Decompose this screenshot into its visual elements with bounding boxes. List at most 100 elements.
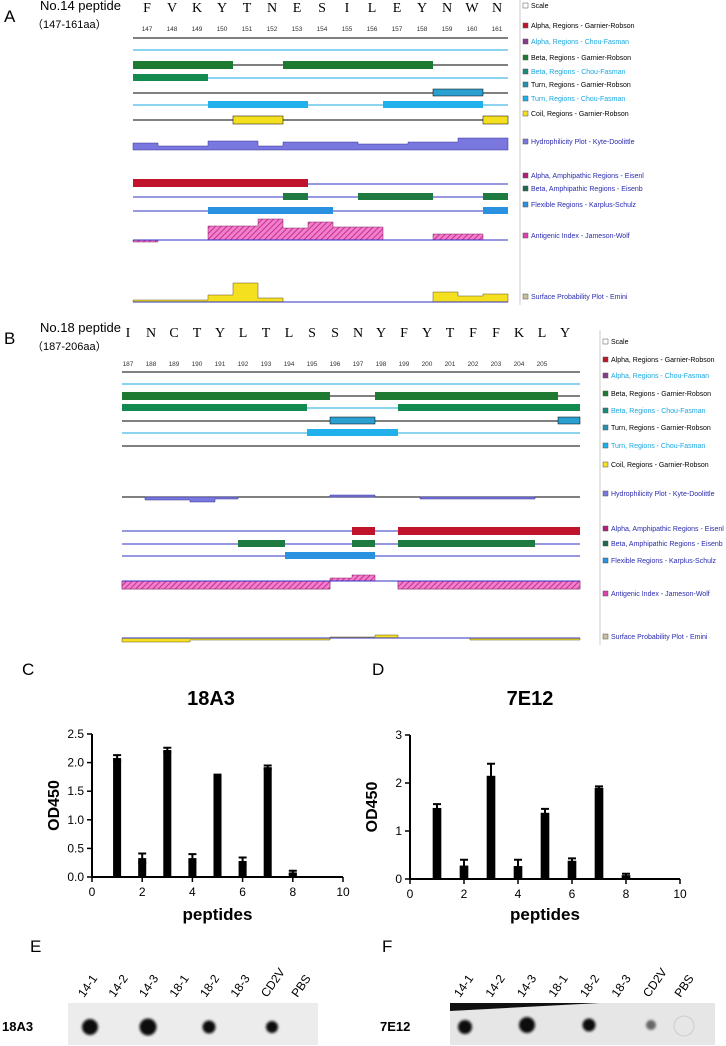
panel-b-tracks-shape — [122, 392, 330, 400]
legend-label: Beta, Regions - Garnier-Robson — [531, 55, 631, 62]
panel-a-tracks-shape — [207, 218, 384, 241]
position: 152 — [267, 26, 278, 33]
peptide-title: No.14 peptide — [40, 0, 121, 13]
position: 195 — [307, 361, 318, 368]
panel-label: B — [4, 329, 15, 348]
panel-b-tracks — [121, 330, 601, 645]
position: 159 — [442, 26, 453, 33]
panel-b-tracks-shape — [307, 429, 398, 436]
position: 191 — [215, 361, 226, 368]
x-tick-label: 4 — [515, 887, 522, 901]
residue: N — [146, 326, 156, 341]
legend-label: Turn, Regions - Garnier-Robson — [531, 82, 631, 89]
lane-label: PBS — [671, 972, 696, 1000]
residue: K — [514, 326, 524, 341]
y-tick-label: 1.5 — [67, 784, 84, 798]
residue: E — [293, 1, 302, 16]
y-tick-label: 0 — [395, 872, 402, 886]
panel-a-tracks — [132, 0, 521, 305]
residue: F — [143, 1, 151, 16]
residue: T — [193, 326, 202, 341]
x-tick-label: 2 — [139, 885, 146, 899]
legend-swatch — [522, 81, 529, 88]
panel-label: E — [30, 937, 41, 956]
bar — [138, 858, 147, 877]
position: 151 — [242, 26, 253, 33]
residue: L — [538, 326, 547, 341]
legend-label: Surface Probability Plot - Emini — [611, 634, 708, 641]
bar — [567, 860, 577, 879]
x-tick-label: 6 — [569, 887, 576, 901]
legend-label: Antigenic Index - Jameson-Wolf — [531, 233, 630, 240]
residue: F — [492, 326, 500, 341]
y-tick-label: 1.0 — [67, 813, 84, 827]
residue: T — [243, 1, 252, 16]
legend-swatch — [522, 138, 529, 145]
position: 193 — [261, 361, 272, 368]
residue: L — [285, 326, 294, 341]
position: 157 — [392, 26, 403, 33]
error-bar — [113, 754, 122, 762]
position: 200 — [422, 361, 433, 368]
residue: Y — [560, 326, 570, 341]
chart-title: 7E12 — [507, 688, 554, 710]
error-bar — [188, 853, 197, 864]
x-tick-label: 8 — [623, 887, 630, 901]
bar — [486, 775, 496, 879]
legend-label: Beta, Regions - Chou-Fasman — [611, 408, 706, 415]
position: 150 — [217, 26, 228, 33]
legend-swatch — [602, 461, 609, 468]
panel-a-tracks-shape — [432, 88, 484, 97]
position: 190 — [192, 361, 203, 368]
residue: L — [368, 1, 377, 16]
legend-swatch — [522, 201, 529, 208]
lane-label: 14-2 — [482, 972, 507, 1000]
position: 187 — [123, 361, 134, 368]
lane-label: 14-2 — [105, 972, 130, 1000]
error-bar — [288, 869, 297, 876]
legend-label: Turn, Regions - Chou-Fasman — [611, 443, 705, 450]
legend-swatch — [602, 590, 609, 597]
axes — [91, 734, 343, 878]
bar — [163, 750, 172, 877]
legend-label: Coil, Regions - Garnier-Robson — [531, 111, 629, 118]
residue: S — [318, 1, 326, 16]
residue: L — [239, 326, 248, 341]
legend-label: Alpha, Regions - Chou-Fasman — [611, 373, 709, 380]
position: 199 — [399, 361, 410, 368]
legend-swatch — [602, 338, 609, 345]
panel-b-tracks-shape — [352, 540, 375, 547]
legend-swatch — [602, 490, 609, 497]
legend-swatch — [522, 95, 529, 102]
residue: F — [469, 326, 477, 341]
panel-a-tracks-shape — [283, 61, 433, 69]
axes — [409, 735, 680, 880]
residue: E — [393, 1, 402, 16]
legend-swatch — [522, 110, 529, 117]
legend-swatch — [522, 293, 529, 300]
error-bar — [595, 785, 603, 791]
lane-label: 18-1 — [545, 972, 570, 1000]
legend-swatch — [522, 172, 529, 179]
position: 148 — [167, 26, 178, 33]
legend-swatch — [602, 372, 609, 379]
lane-label: 14-3 — [136, 972, 161, 1000]
panel-b-tracks-shape — [121, 580, 331, 590]
panel-b-tracks-shape — [144, 496, 239, 503]
legend-swatch — [602, 356, 609, 363]
panel-a-tracks-shape — [232, 115, 284, 125]
legend-swatch — [602, 633, 609, 640]
residue: I — [126, 326, 131, 341]
panel-b-tracks-shape — [329, 494, 376, 498]
panel-b-tracks-shape — [397, 580, 581, 590]
y-axis-label: OD450 — [364, 782, 381, 833]
residue: K — [192, 1, 202, 16]
position: 198 — [376, 361, 387, 368]
x-tick-label: 10 — [673, 887, 687, 901]
x-tick-label: 0 — [407, 887, 414, 901]
blot-strips-shape-shape — [458, 1020, 472, 1034]
position: 158 — [417, 26, 428, 33]
residue: Y — [422, 326, 432, 341]
residue: S — [331, 326, 339, 341]
position: 156 — [367, 26, 378, 33]
